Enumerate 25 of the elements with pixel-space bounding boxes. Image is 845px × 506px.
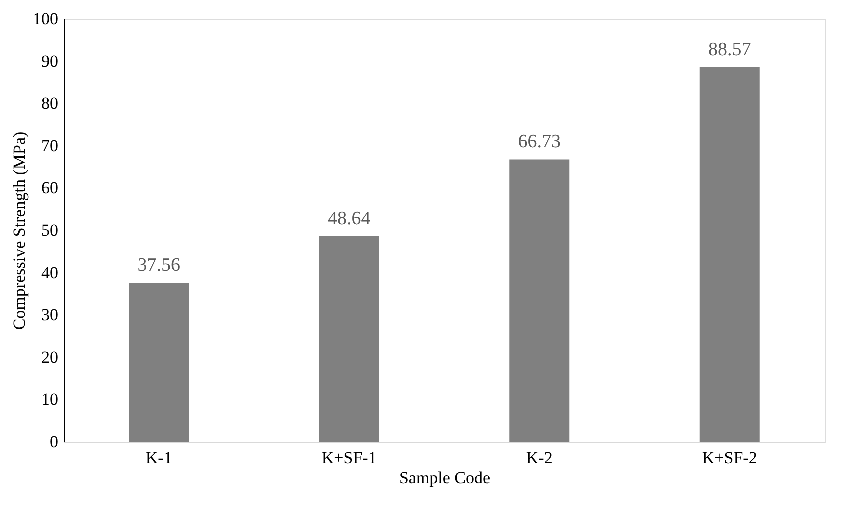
y-tick-label: 50	[42, 221, 58, 240]
bar	[700, 67, 760, 442]
data-label: 37.56	[138, 255, 180, 276]
y-tick-label: 30	[42, 306, 58, 325]
x-tick-label: K+SF-2	[702, 448, 758, 468]
y-tick-label: 90	[42, 52, 58, 71]
y-tick-label: 60	[42, 178, 58, 198]
bar	[129, 283, 190, 442]
y-tick-label: 80	[42, 94, 58, 114]
y-axis-title: Compressive Strength (MPa)	[10, 132, 29, 330]
y-tick-label: 0	[50, 432, 58, 452]
data-label: 48.64	[328, 208, 372, 230]
x-axis-title: Sample Code	[399, 468, 491, 488]
bar	[319, 236, 380, 442]
x-tick-label: K-1	[146, 448, 172, 468]
y-tick-label: 100	[33, 10, 58, 28]
y-tick-label: 70	[42, 136, 58, 156]
bar	[510, 160, 570, 442]
y-tick-label: 40	[42, 263, 58, 282]
data-label: 66.73	[518, 132, 561, 153]
data-label: 88.57	[708, 39, 752, 60]
x-tick-label: K+SF-1	[322, 448, 377, 468]
y-tick-label: 20	[42, 348, 58, 367]
x-tick-label: K-2	[526, 448, 553, 468]
y-tick-label: 10	[42, 390, 58, 410]
